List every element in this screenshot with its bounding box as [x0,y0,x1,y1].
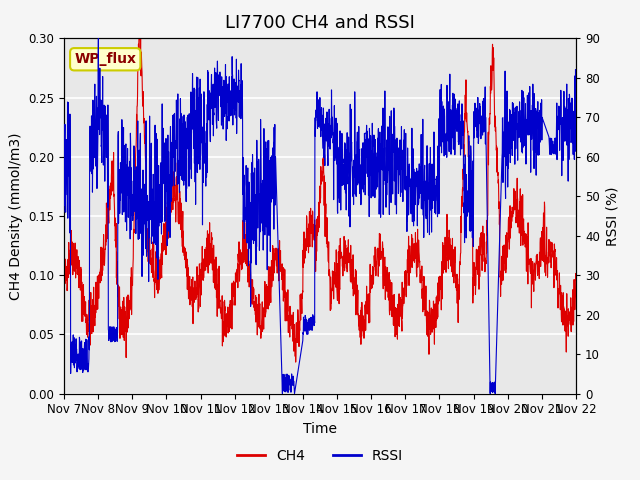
X-axis label: Time: Time [303,422,337,436]
Text: WP_flux: WP_flux [74,52,136,66]
Y-axis label: RSSI (%): RSSI (%) [605,186,620,246]
Legend: CH4, RSSI: CH4, RSSI [232,443,408,468]
Text: LI7700 CH4 and RSSI: LI7700 CH4 and RSSI [225,14,415,33]
Y-axis label: CH4 Density (mmol/m3): CH4 Density (mmol/m3) [9,132,23,300]
